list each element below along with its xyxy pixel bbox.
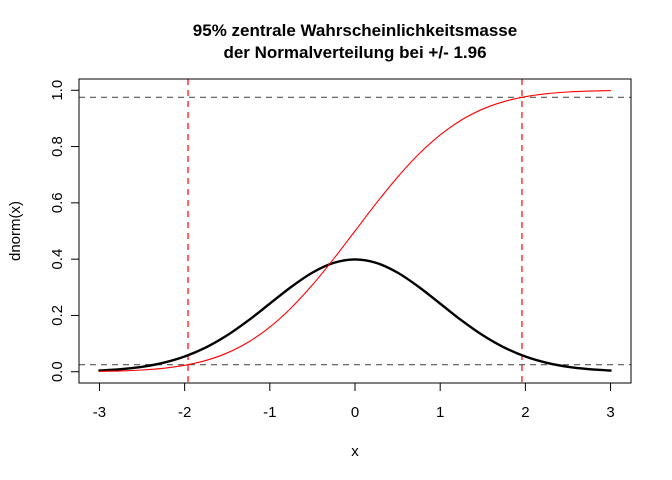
series-line-0 (98, 258, 612, 372)
y-tick-label: 0.4 (49, 249, 66, 270)
y-axis: 0.0 0.2 0.4 0.6 0.8 1.0 (49, 80, 80, 382)
y-tick-label: 1.0 (49, 80, 66, 101)
series-layer (98, 90, 612, 372)
y-tick-label: 0.2 (49, 305, 66, 326)
x-tick-label: 3 (606, 404, 614, 421)
y-tick-label: 0.0 (49, 361, 66, 382)
chart-title-line-2: der Normalverteilung bei +/- 1.96 (223, 43, 486, 62)
x-tick-label: 0 (351, 404, 359, 421)
x-tick-label: -2 (178, 404, 191, 421)
x-tick-label: -3 (93, 404, 106, 421)
chart-title-line-1: 95% zentrale Wahrscheinlichkeitsmasse (193, 21, 517, 40)
x-axis-label: x (351, 443, 359, 460)
y-tick-label: 0.6 (49, 192, 66, 213)
reference-lines (79, 79, 631, 383)
series-line-1 (98, 90, 612, 372)
x-axis: -3 -2 -1 0 1 2 3 (93, 382, 615, 421)
y-axis-label: dnorm(x) (7, 201, 24, 261)
x-tick-label: 2 (521, 404, 529, 421)
x-tick-label: 1 (436, 404, 444, 421)
y-tick-label: 0.8 (49, 136, 66, 157)
x-tick-label: -1 (263, 404, 276, 421)
